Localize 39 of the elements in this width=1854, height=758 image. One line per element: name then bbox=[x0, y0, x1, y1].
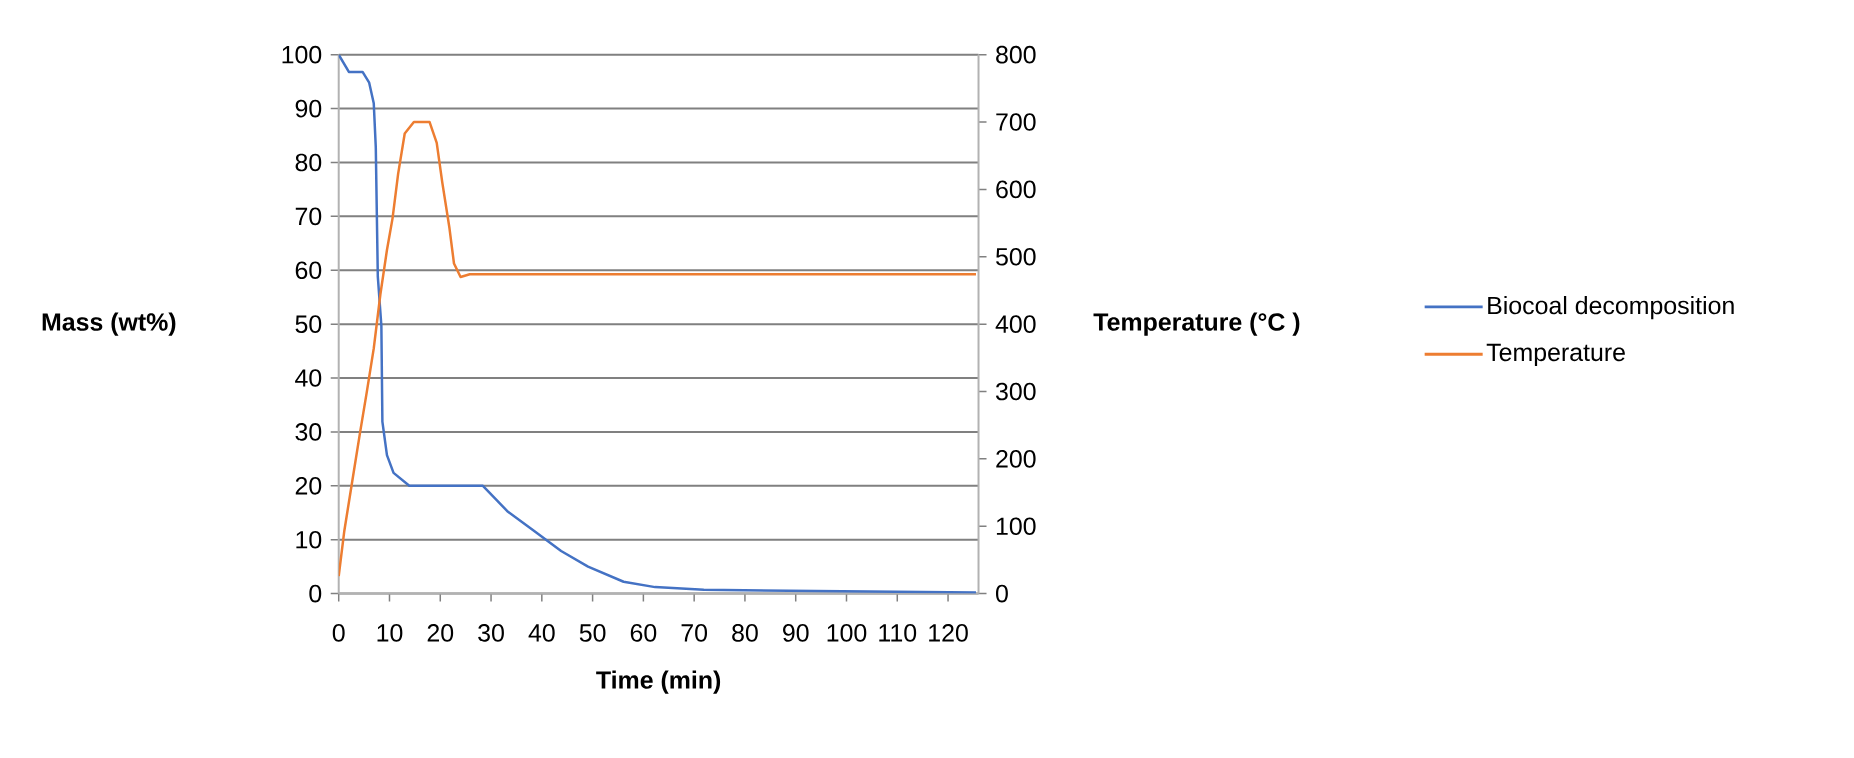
x-tick-label: 120 bbox=[929, 624, 968, 642]
line-series bbox=[338, 120, 978, 578]
y-tick-label: 100 bbox=[282, 45, 322, 64]
x-tick-label: 80 bbox=[732, 624, 758, 642]
y-tick-label: 90 bbox=[295, 99, 322, 118]
legend-label: Biocoal decomposition bbox=[1488, 295, 1734, 320]
y-tick-label: 0 bbox=[309, 584, 322, 603]
y-tick-label: 70 bbox=[295, 207, 322, 226]
y2-tick-label: 500 bbox=[996, 247, 1036, 266]
x-axis-title: Time (min) bbox=[596, 670, 721, 694]
legend-label: Temperature bbox=[1486, 343, 1625, 367]
y-tick-label: 40 bbox=[295, 369, 322, 387]
x-tick-label: 110 bbox=[879, 624, 917, 642]
y2-tick-label: 700 bbox=[996, 113, 1036, 131]
x-tick-label: 10 bbox=[377, 624, 403, 642]
y2-tick-label: 800 bbox=[996, 45, 1036, 64]
y2-tick-label: 300 bbox=[995, 382, 1036, 401]
x-tick-label: 100 bbox=[827, 624, 867, 642]
x-tick-label: 40 bbox=[528, 624, 555, 642]
y-tick-label: 20 bbox=[295, 476, 322, 495]
y2-axis-title: Temperature (°C ) bbox=[1093, 312, 1300, 336]
x-tick-label: 0 bbox=[332, 624, 345, 642]
y2-tick-label: 400 bbox=[995, 315, 1036, 333]
y-tick-label: 80 bbox=[295, 153, 322, 172]
x-tick-label: 70 bbox=[681, 624, 708, 642]
y-axis-title: Mass (wt%) bbox=[42, 312, 176, 336]
y2-tick-label: 100 bbox=[996, 517, 1036, 536]
x-tick-label: 60 bbox=[630, 624, 657, 642]
y-tick-label: 10 bbox=[296, 530, 322, 549]
y-tick-label: 60 bbox=[295, 261, 322, 280]
x-tick-label: 50 bbox=[579, 624, 606, 642]
y2-tick-label: 600 bbox=[996, 180, 1036, 199]
x-tick-label: 30 bbox=[478, 624, 504, 642]
y2-tick-label: 0 bbox=[995, 584, 1008, 603]
y2-tick-label: 200 bbox=[996, 450, 1036, 468]
y-tick-label: 30 bbox=[295, 423, 322, 441]
y-tick-label: 50 bbox=[295, 315, 322, 333]
x-tick-label: 20 bbox=[427, 624, 454, 642]
x-tick-label: 90 bbox=[783, 624, 809, 642]
